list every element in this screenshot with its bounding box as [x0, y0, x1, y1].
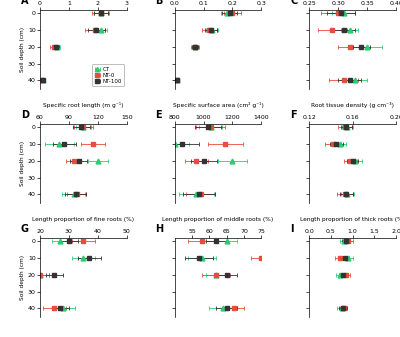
Title: Length proportion of thick roots (%): Length proportion of thick roots (%) — [300, 217, 400, 222]
Title: Specific surface area (cm² g⁻¹): Specific surface area (cm² g⁻¹) — [172, 102, 264, 109]
Text: G: G — [21, 224, 29, 234]
Text: F: F — [290, 110, 297, 120]
Y-axis label: Soil depth (cm): Soil depth (cm) — [20, 27, 25, 72]
Y-axis label: Soil depth (cm): Soil depth (cm) — [20, 255, 25, 300]
Text: D: D — [21, 110, 29, 120]
Text: A: A — [21, 0, 28, 6]
Text: H: H — [156, 224, 164, 234]
Title: Length proportion of fine roots (%): Length proportion of fine roots (%) — [32, 217, 134, 222]
Text: C: C — [290, 0, 297, 6]
Title: Specific root length (m g⁻¹): Specific root length (m g⁻¹) — [43, 102, 124, 109]
Title: Root tissue density (g cm⁻³): Root tissue density (g cm⁻³) — [311, 102, 394, 109]
Title: Length proportion of middle roots (%): Length proportion of middle roots (%) — [162, 217, 274, 222]
Legend: CT, NT-0, NT-100: CT, NT-0, NT-100 — [92, 64, 124, 86]
Text: I: I — [290, 224, 294, 234]
Text: E: E — [156, 110, 162, 120]
Y-axis label: Soil depth (cm): Soil depth (cm) — [20, 141, 25, 186]
Text: B: B — [156, 0, 163, 6]
